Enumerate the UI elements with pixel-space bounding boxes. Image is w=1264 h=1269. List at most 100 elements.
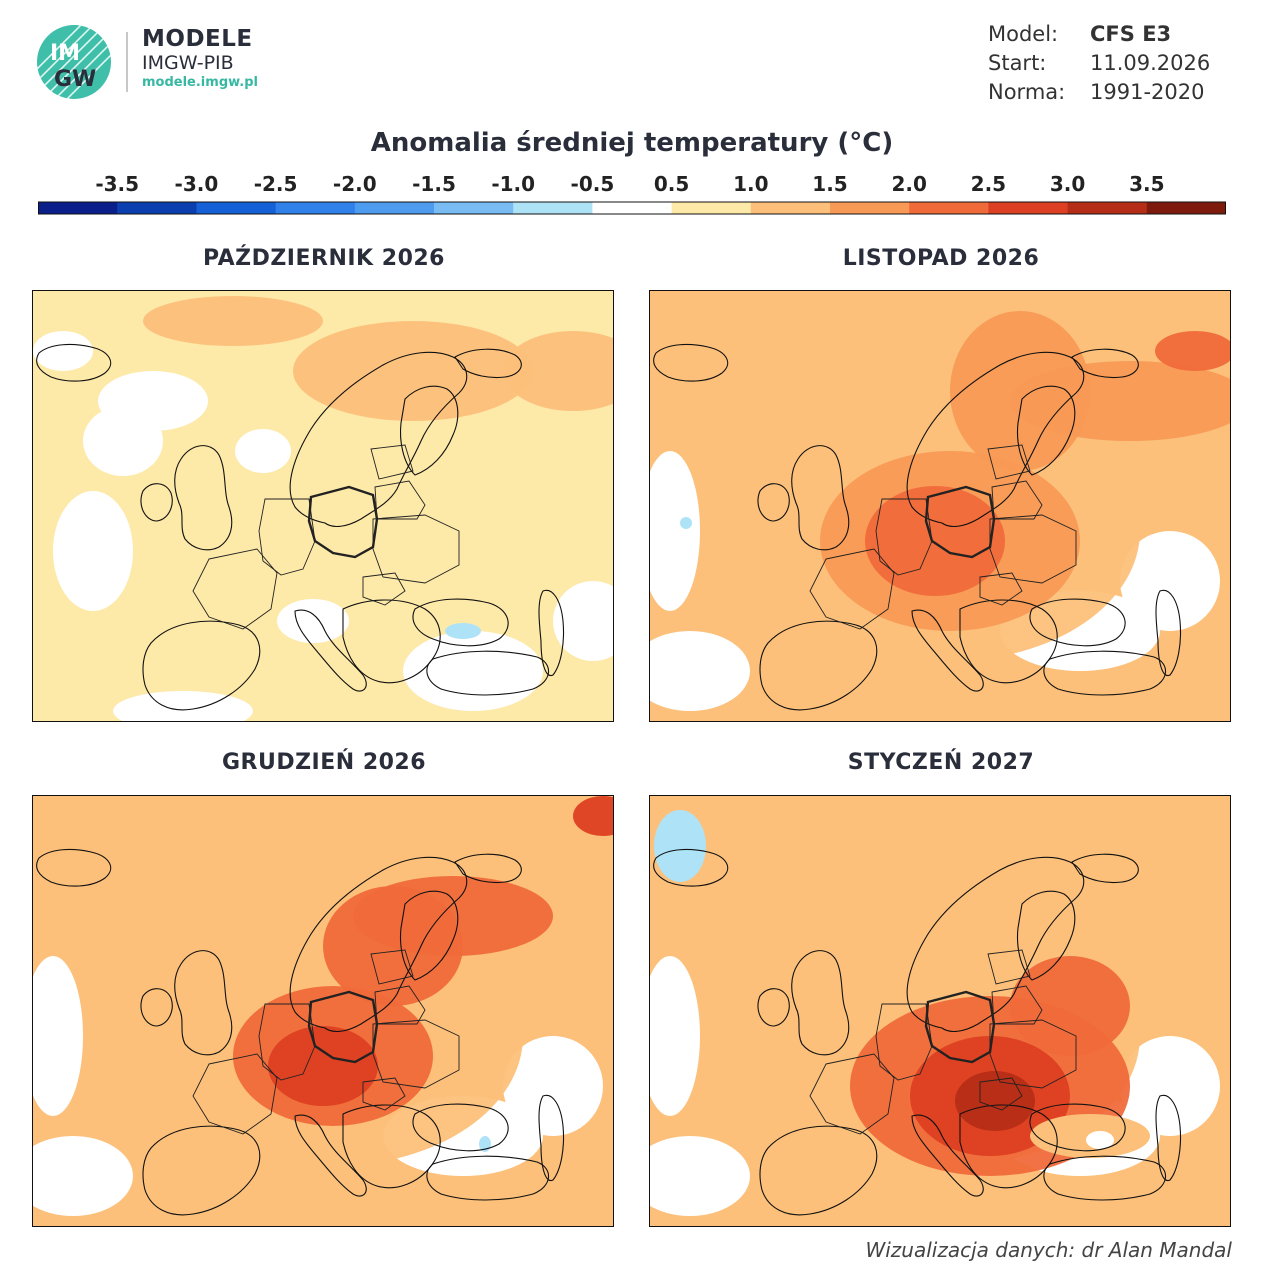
- border-baltic: [370, 949, 414, 985]
- colorbar-ticks: -3.5 -3.0 -2.5 -2.0 -1.5 -1.0 -0.5 0.5 1.0 1.5 2.0…: [0, 172, 1264, 198]
- coastline-finland: [399, 385, 459, 476]
- colorbar-tick-label: 1.5: [812, 172, 848, 196]
- coastline-ireland: [757, 988, 790, 1027]
- coastline-finland: [1016, 385, 1076, 476]
- coastline-caspian-sea: [538, 1094, 565, 1182]
- colorbar: [38, 201, 1226, 215]
- logo-mark-top: IM: [50, 41, 80, 66]
- panel-title-jan: STYCZEŃ 2027: [847, 750, 1035, 775]
- anomaly-warm-area: [573, 796, 613, 836]
- anomaly-neutral-area: [33, 956, 83, 1116]
- colorbar-tick-label: -2.5: [253, 172, 298, 196]
- colorbar-segment: [196, 202, 277, 214]
- border-france: [192, 1053, 278, 1135]
- anomaly-map-dec: [32, 795, 614, 1227]
- anomaly-map-jan: [649, 795, 1231, 1227]
- coastline-iberia: [759, 1125, 878, 1216]
- coastline-iceland: [653, 848, 729, 887]
- coastline-turkey: [426, 1155, 550, 1201]
- coastline-italy: [294, 1114, 367, 1197]
- anomaly-warm-area: [503, 331, 613, 411]
- colorbar-tick-label: -3.0: [174, 172, 219, 196]
- coastline-iberia: [142, 620, 261, 711]
- colorbar-segment: [909, 202, 989, 214]
- border-poland: [924, 990, 996, 1064]
- anomaly-neutral-area: [53, 491, 133, 611]
- coastline-black-sea: [412, 1103, 509, 1152]
- colorbar-segment: [988, 202, 1069, 214]
- anomaly-neutral-area: [650, 451, 700, 611]
- brand-org: IMGW-PIB: [142, 52, 234, 74]
- anomaly-neutral-area: [1120, 1036, 1220, 1136]
- colorbar-segment: [38, 202, 118, 214]
- coastline-britain: [174, 950, 233, 1056]
- border-belarus: [374, 480, 426, 520]
- colorbar-tick-label: -3.5: [95, 172, 140, 196]
- coastline-ireland: [757, 483, 790, 522]
- anomaly-cool-area: [445, 623, 481, 639]
- border-poland: [924, 485, 996, 559]
- panel-title-dec: GRUDZIEŃ 2026: [221, 750, 427, 775]
- map-canvas: [33, 796, 613, 1226]
- brand-url[interactable]: modele.imgw.pl: [142, 75, 258, 90]
- anomaly-map-oct: [32, 290, 614, 722]
- anomaly-cool-area: [680, 517, 692, 529]
- coastline-turkey: [1043, 1155, 1167, 1201]
- colorbar-tick-label: 1.0: [733, 172, 769, 196]
- colorbar-tick-label: 3.5: [1129, 172, 1165, 196]
- border-ukraine: [372, 1019, 460, 1089]
- meta-value: CFS E3: [1090, 22, 1172, 46]
- colorbar-segment: [750, 202, 831, 214]
- coastline-britain: [791, 950, 850, 1056]
- border-baltic: [987, 949, 1031, 985]
- anomaly-map-nov: [649, 290, 1231, 722]
- anomaly-neutral-area: [277, 599, 349, 643]
- anomaly-neutral-area: [650, 1136, 750, 1216]
- colorbar-outline: [38, 201, 1226, 215]
- border-poland: [307, 990, 379, 1064]
- coastline-kola: [1071, 853, 1139, 884]
- anomaly-neutral-area: [650, 631, 750, 711]
- map-canvas: [650, 796, 1230, 1226]
- colorbar-tick-label: 2.0: [891, 172, 927, 196]
- colorbar-segment: [1146, 202, 1226, 214]
- coastline-ireland: [140, 988, 173, 1027]
- colorbar-segment: [117, 202, 197, 214]
- anomaly-warm-area: [1020, 846, 1230, 966]
- coastline-italy: [294, 609, 367, 692]
- panel-title-nov: LISTOPAD 2026: [842, 246, 1040, 271]
- meta-row: Norma: 1991-2020: [988, 78, 1210, 107]
- anomaly-neutral-area: [503, 1036, 603, 1136]
- colorbar-tick-label: -1.0: [491, 172, 536, 196]
- border-belarus: [374, 985, 426, 1025]
- coastline-scandinavia: [906, 856, 1085, 1033]
- meta-key: Model:: [988, 22, 1059, 46]
- colorbar-tick-label: 0.5: [653, 172, 690, 196]
- anomaly-neutral-area: [33, 331, 93, 371]
- chart-title: Anomalia średniej temperatury (°C): [370, 128, 894, 158]
- border-romania: [362, 1077, 406, 1111]
- border-ukraine: [989, 514, 1077, 584]
- anomaly-warm-area: [1155, 331, 1230, 371]
- anomaly-neutral-area: [553, 581, 613, 661]
- border-belarus: [991, 480, 1043, 520]
- coastline-scandinavia: [289, 856, 468, 1033]
- coastline-italy: [911, 1114, 984, 1197]
- coastline-black-sea: [1029, 1103, 1126, 1152]
- imgw-logo[interactable]: IM GW MODELE IMGW-PIB modele.imgw.pl: [36, 24, 266, 100]
- coastline-kola: [454, 348, 522, 379]
- coastline-scandinavia: [906, 351, 1085, 528]
- coastline-italy: [911, 609, 984, 692]
- colorbar-segment: [275, 202, 356, 214]
- coastline-turkey: [426, 650, 550, 696]
- logo-text: MODELE IMGW-PIB modele.imgw.pl: [142, 26, 258, 92]
- panel-title-oct: PAŹDZIERNIK 2026: [203, 246, 445, 271]
- border-belarus: [991, 985, 1043, 1025]
- border-germany: [258, 498, 316, 576]
- meta-key: Norma:: [988, 80, 1066, 104]
- border-baltic: [987, 444, 1031, 480]
- anomaly-warm-area: [353, 876, 553, 956]
- colorbar-tick-label: -1.5: [412, 172, 456, 196]
- anomaly-cool-area: [654, 810, 706, 882]
- imgw-logo-mark: IM GW: [37, 25, 111, 99]
